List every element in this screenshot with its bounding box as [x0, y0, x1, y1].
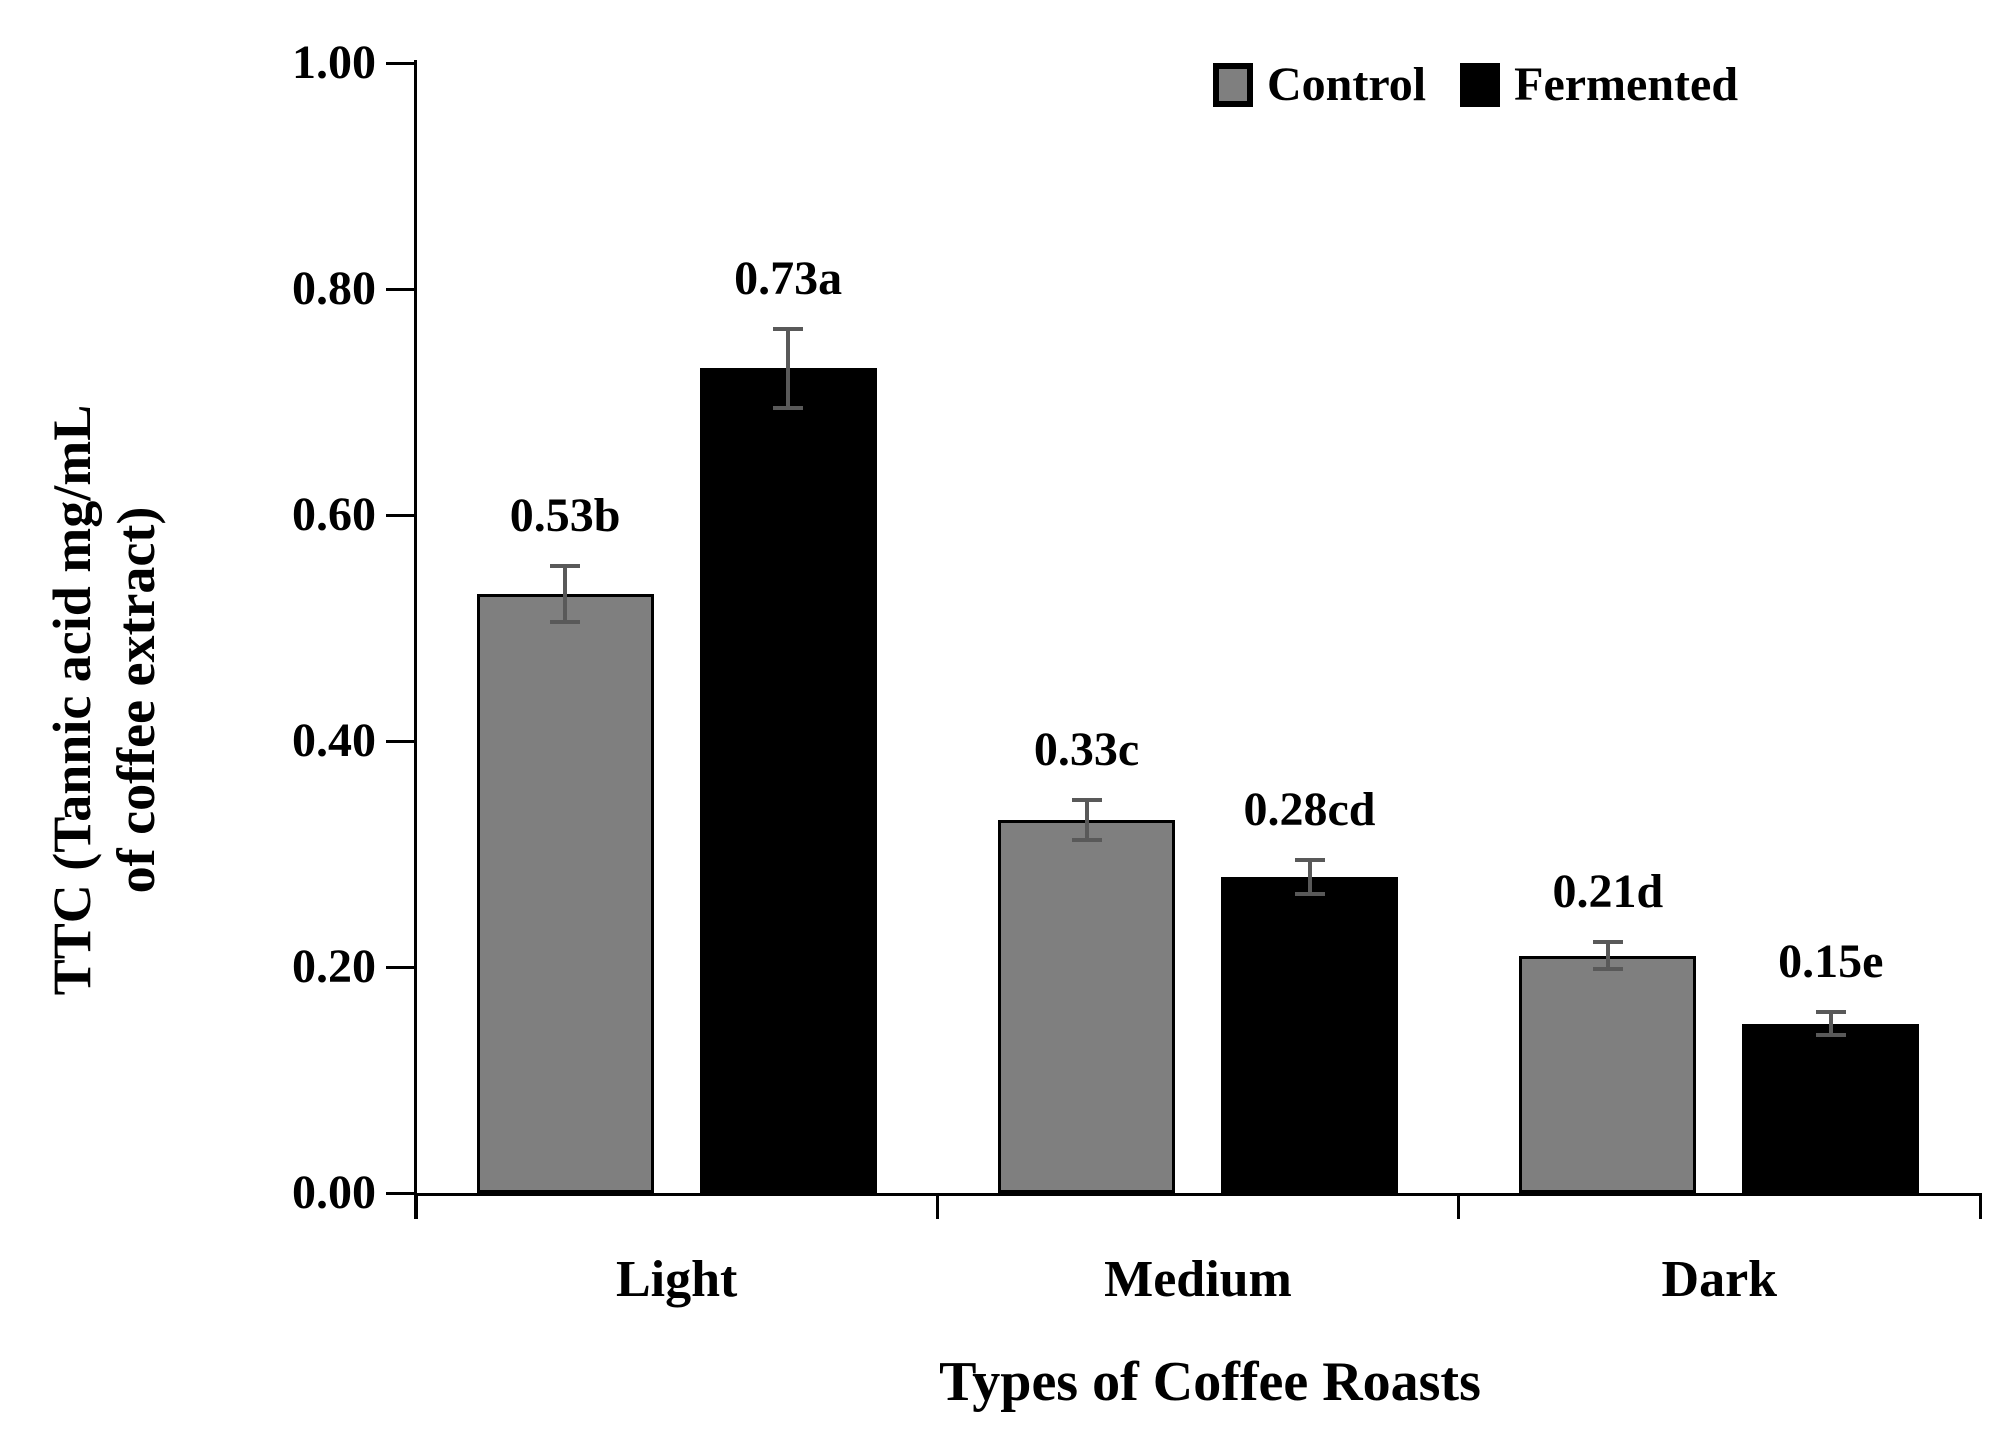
bar-fermented-dark — [1742, 1023, 1920, 1193]
x-axis-line — [416, 1193, 1981, 1196]
bar-control-medium — [998, 820, 1175, 1193]
error-bar-cap-top-fermented-light — [773, 326, 804, 331]
error-bar-cap-top-control-light — [550, 563, 581, 568]
y-tick — [386, 965, 416, 969]
error-bar-cap-bottom-control-medium — [1071, 838, 1102, 843]
data-label-fermented-medium: 0.28cd — [1243, 782, 1376, 836]
error-bar-cap-bottom-fermented-light — [773, 405, 804, 410]
y-tick-label-0.00: 0.00 — [292, 1166, 376, 1219]
y-axis-title: TTC (Tannic acid mg/mL of coffee extract… — [40, 230, 170, 1170]
y-tick — [386, 513, 416, 517]
y-tick-label-0.80: 0.80 — [292, 262, 376, 315]
error-bar-control-dark — [1605, 942, 1610, 970]
bar-fermented-medium — [1221, 876, 1398, 1193]
y-tick-label-0.40: 0.40 — [292, 714, 376, 767]
x-tick-label-medium: Medium — [1104, 1251, 1292, 1308]
y-tick-label-0.60: 0.60 — [292, 488, 376, 541]
data-label-fermented-light: 0.73a — [734, 251, 843, 305]
bar-control-dark — [1519, 955, 1697, 1193]
error-bar-cap-top-fermented-medium — [1294, 857, 1325, 862]
error-bar-cap-top-fermented-dark — [1815, 1010, 1846, 1015]
x-tick — [414, 1193, 418, 1219]
data-label-control-dark: 0.21d — [1552, 865, 1664, 919]
error-bar-cap-bottom-control-dark — [1592, 967, 1623, 972]
bar-fermented-light — [699, 368, 877, 1193]
error-bar-cap-top-control-medium — [1071, 797, 1102, 802]
y-tick — [386, 287, 416, 291]
legend-label-control: Control — [1267, 58, 1427, 111]
error-bar-cap-bottom-control-light — [550, 620, 581, 625]
x-tick — [1457, 1193, 1461, 1219]
y-tick — [386, 739, 416, 743]
error-bar-fermented-medium — [1307, 859, 1312, 894]
error-bar-fermented-dark — [1828, 1012, 1833, 1035]
legend-swatch-control — [1213, 63, 1253, 107]
x-axis-title: Types of Coffee Roasts — [939, 1351, 1481, 1413]
error-bar-cap-top-control-dark — [1592, 940, 1623, 945]
error-bar-control-light — [563, 565, 568, 623]
error-bar-cap-bottom-fermented-dark — [1815, 1032, 1846, 1037]
y-tick-label-0.20: 0.20 — [292, 940, 376, 993]
y-tick — [386, 61, 416, 65]
error-bar-fermented-light — [786, 328, 791, 408]
y-axis-title-line2: of coffee extract) — [106, 506, 166, 894]
y-tick — [386, 1191, 416, 1195]
y-tick-label-1.00: 1.00 — [292, 36, 376, 89]
data-label-fermented-dark: 0.15e — [1778, 935, 1884, 989]
x-tick-label-dark: Dark — [1661, 1251, 1778, 1308]
y-axis-title-line1: TTC (Tannic acid mg/mL — [42, 404, 102, 996]
error-bar-cap-bottom-fermented-medium — [1294, 891, 1325, 896]
legend: Control Fermented — [1213, 60, 1738, 110]
legend-swatch-fermented — [1460, 63, 1501, 107]
data-label-control-medium: 0.33c — [1033, 722, 1140, 776]
x-tick-label-light: Light — [615, 1251, 738, 1308]
error-bar-control-medium — [1084, 799, 1089, 841]
y-axis-line — [414, 60, 417, 1219]
data-label-control-light: 0.53b — [509, 488, 621, 542]
bar-control-light — [476, 594, 654, 1193]
x-tick — [1978, 1193, 1982, 1219]
legend-label-fermented: Fermented — [1514, 58, 1739, 111]
x-tick — [935, 1193, 939, 1219]
